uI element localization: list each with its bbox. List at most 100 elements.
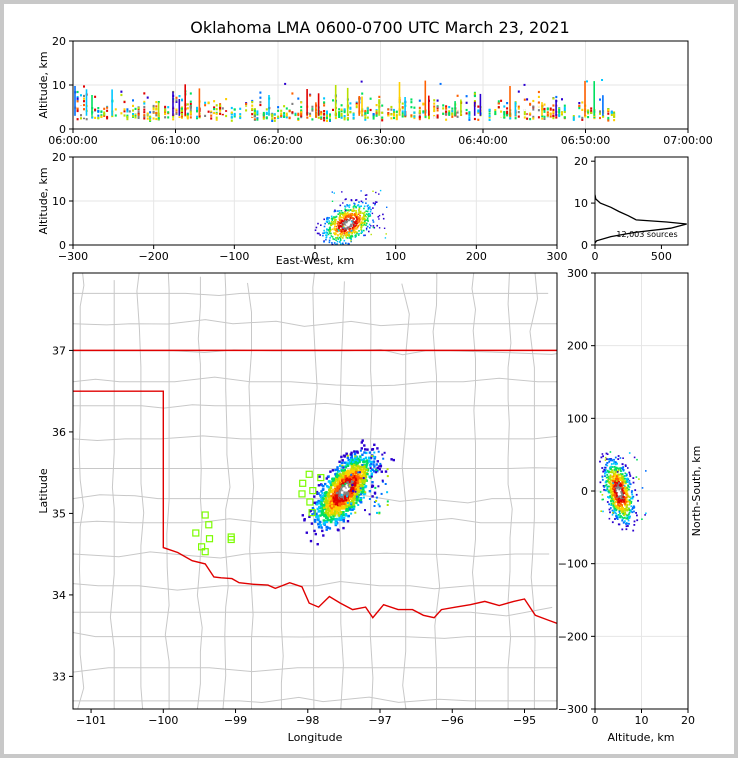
plan-view-source-cell — [346, 493, 350, 496]
ew-height-source-cell — [338, 227, 340, 229]
altitude-histogram-line — [595, 194, 687, 244]
ns-height-source-cell — [613, 497, 616, 500]
ns-height-source-cell — [626, 514, 629, 517]
ew-height-source-cell — [334, 228, 337, 230]
ew-height-source-cell — [349, 231, 351, 234]
time-height-source-cell — [300, 109, 303, 112]
time-height-source-cell — [143, 102, 146, 105]
ns-height-source-cell — [608, 517, 611, 520]
ns-height-source-cell — [632, 495, 635, 498]
time-height-column — [541, 102, 543, 116]
ew-height-source-cell — [335, 233, 337, 236]
plan-view-source-cell — [329, 470, 332, 473]
ew-height-source-cell — [344, 220, 347, 222]
time-height-source-cell — [546, 111, 549, 114]
ns-height-source-cell — [618, 495, 621, 498]
plan-view-source-cell — [330, 518, 334, 521]
plan-view-source-cell — [380, 470, 383, 473]
ew-height-source-cell — [353, 225, 355, 227]
time-height-source-cell — [221, 107, 224, 110]
time-height-source-cell — [251, 113, 254, 116]
plan-view-source-cell — [336, 476, 339, 479]
time-height-source-cell — [607, 108, 610, 111]
ew-height-source-cell — [355, 216, 358, 219]
ns-height-source-cell — [605, 483, 608, 486]
plan-view-source-cell — [353, 505, 356, 508]
plan-view-source-cell — [323, 521, 326, 525]
ns-height-source-cell — [604, 468, 607, 471]
time-height-source-cell — [364, 113, 367, 117]
ew-height-source-cell — [367, 220, 369, 222]
ns-height-source-cell — [620, 479, 623, 481]
time-height-source-cell — [346, 117, 349, 120]
time-height-source-cell — [613, 113, 616, 116]
time-height-source-cell — [83, 100, 85, 103]
ns-height-tick-label-y: 200 — [567, 340, 588, 353]
plan-view-source-cell — [351, 480, 354, 483]
ns-height-tick-label-x: 20 — [681, 714, 695, 727]
plan-view-source-cell — [348, 484, 351, 487]
ew-height-source-cell — [348, 232, 350, 234]
time-height-source-cell — [343, 115, 346, 118]
time-height-source-cell — [326, 119, 328, 122]
ew-height-source-cell — [346, 204, 348, 206]
plan-view-source-cell — [341, 484, 344, 487]
ew-height-source-cell — [329, 247, 331, 249]
county-line — [73, 517, 557, 524]
ew-height-source-cell — [330, 222, 333, 225]
plan-view-source-cell — [362, 457, 366, 461]
ew-height-source-cell — [334, 225, 336, 227]
time-height-source-cell — [401, 106, 404, 109]
ew-height-source-cell — [386, 206, 388, 208]
ns-height-source-cell — [607, 476, 610, 479]
plan-view-source-cell — [330, 509, 333, 512]
ew-height-source-cell — [344, 234, 346, 237]
plan-view-source-cell — [342, 513, 345, 517]
ns-height-source-cell — [625, 496, 628, 499]
ew-height-source-cell — [353, 218, 355, 220]
ns-height-source-cell — [612, 484, 615, 487]
plan-view-source-cell — [363, 465, 366, 468]
ns-height-source-cell — [628, 479, 631, 482]
time-height-source-cell — [326, 110, 328, 113]
ew-height-source-cell — [336, 222, 339, 225]
time-height-source-cell — [215, 116, 218, 119]
plan-view-source-cell — [345, 508, 348, 511]
plan-view-source-cell — [321, 488, 325, 491]
ew-height-source-cell — [339, 239, 342, 241]
ns-height-source-cell — [622, 517, 625, 519]
ew-height-source-cell — [356, 214, 358, 216]
time-height-source-cell — [83, 115, 85, 118]
time-height-source-cell — [184, 116, 187, 119]
time-height-source-cell — [259, 91, 262, 94]
plan-view-source-cell — [324, 505, 327, 509]
time-height-source-cell — [323, 113, 326, 116]
plan-view-source-cell — [347, 514, 350, 518]
ew-height-source-cell — [347, 204, 350, 207]
chart-canvas: Oklahoma LMA 0600-0700 UTC March 23, 202… — [37, 18, 713, 744]
lma-station-marker — [317, 474, 325, 482]
ns-height-source-cell — [612, 504, 615, 507]
time-height-source-cell — [418, 99, 421, 102]
time-height-source-cell — [126, 115, 129, 119]
ew-height-source-cell — [378, 214, 381, 217]
plan-view-source-cell — [338, 460, 341, 463]
time-height-source-cell — [294, 113, 297, 116]
ns-height-source-cell — [613, 483, 616, 486]
lma-station-marker — [192, 529, 200, 537]
plan-view-source-cell — [330, 513, 333, 516]
plan-view-source-cell — [354, 455, 357, 458]
ew-height-source-cell — [325, 234, 327, 236]
ew-height-source-cell — [354, 231, 357, 233]
plan-view-source-cell — [333, 484, 337, 487]
plan-view-source-cell — [345, 483, 349, 487]
time-height-source-cell — [586, 80, 589, 83]
plan-view-source-cell — [330, 501, 334, 505]
time-height-source-cell — [143, 117, 146, 120]
ns-height-source-cell — [619, 473, 622, 475]
time-height-source-cell — [155, 108, 158, 111]
lma-station-marker — [299, 479, 307, 487]
ew-height-source-cell — [360, 205, 362, 207]
time-height-source-cell — [210, 107, 213, 110]
ew-height-source-cell — [341, 220, 343, 222]
